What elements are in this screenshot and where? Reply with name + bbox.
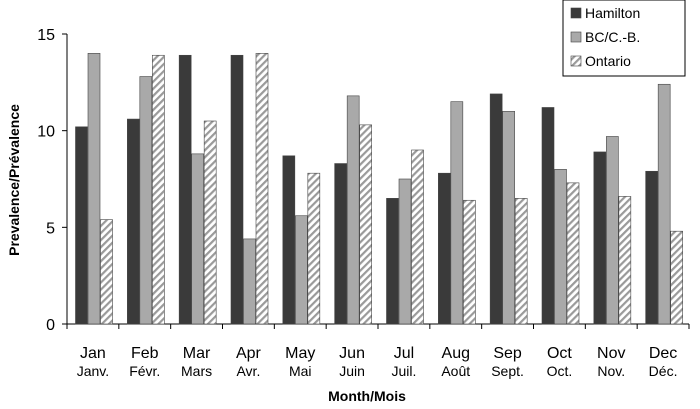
legend-swatch [570,7,582,19]
bar-hamilton-mar [178,54,192,325]
bar-bc-c-b--jan [87,53,101,325]
bar-bc-c-b--feb [139,76,153,325]
legend-box [562,0,686,77]
bar-ontario-jul [411,149,424,325]
bar-ontario-mar [203,120,217,325]
bar-ontario-jun [359,124,372,325]
bar-hamilton-nov [593,151,607,325]
bar-ontario-sep [514,198,528,325]
bar-ontario-may [307,172,321,325]
bar-ontario-apr [255,53,269,325]
x-tick-label: Dec [649,345,677,362]
bar-hamilton-apr [230,54,244,325]
bar-hamilton-aug [438,172,451,325]
x-tick-label-fr: Févr. [129,363,160,379]
bar-bc-c-b--apr [243,238,256,325]
bar-bc-c-b--oct [554,169,567,325]
bar-hamilton-oct [541,107,555,325]
legend-swatch [570,55,582,67]
x-tick-label: Jun [339,345,365,362]
y-tick-label: 5 [46,220,55,237]
bar-hamilton-jun [334,163,347,325]
legend-label: BC/C.-B. [585,29,640,45]
x-tick-label-fr: Juin [339,363,365,379]
x-tick-label-fr: Janv. [77,363,109,379]
x-tick-label: Sep [493,345,522,362]
bar-ontario-feb [152,54,165,325]
x-tick-label-fr: Sept. [491,363,524,379]
bar-bc-c-b--jun [346,95,360,325]
bar-hamilton-jan [75,126,88,325]
x-tick-label-fr: Mai [289,363,312,379]
bar-ontario-jan [100,219,113,325]
y-tick-label: 15 [37,27,55,44]
bar-bc-c-b--may [295,215,308,325]
bar-ontario-dec [670,230,683,325]
bar-hamilton-dec [645,170,658,325]
x-tick-label-fr: Nov. [597,363,625,379]
bars [75,53,683,325]
legend: Hamilton BC/C.-B. Ontario [562,0,686,77]
y-axis-title: Prevalence/Prévalence [6,104,22,256]
x-tick-label-fr: Août [441,363,470,379]
x-tick-label-fr: Juil. [391,363,416,379]
legend-label: Hamilton [585,5,640,21]
y-tick-label: 0 [46,317,55,334]
bar-ontario-nov [618,196,632,325]
axes [62,33,690,329]
x-tick-label: Oct [547,345,572,362]
x-tick-label-fr: Oct. [547,363,573,379]
x-tick-label: Jan [80,345,106,362]
x-tick-label-fr: Mars [181,363,212,379]
x-axis-title: Month/Mois [328,388,406,404]
legend-swatch [570,31,582,43]
x-tick-label: May [285,345,315,362]
bar-hamilton-sep [489,93,503,325]
bar-hamilton-feb [127,118,140,325]
bar-ontario-aug [463,199,476,325]
x-tick-label: Apr [236,345,262,362]
bar-bc-c-b--nov [606,136,619,325]
bar-ontario-oct [566,182,580,325]
bar-bc-c-b--mar [191,153,204,325]
x-tick-label-fr: Avr. [236,363,260,379]
bar-bc-c-b--aug [450,101,464,325]
x-tick-label: Mar [183,345,211,362]
bar-hamilton-may [282,155,296,325]
bar-bc-c-b--dec [657,83,671,325]
bar-bc-c-b--jul [398,178,412,325]
bar-bc-c-b--sep [502,111,515,325]
x-tick-label: Jul [394,345,414,362]
y-tick-label: 10 [37,124,55,141]
x-tick-label: Feb [131,345,159,362]
x-tick-label: Aug [442,345,470,362]
x-tick-label-fr: Déc. [649,363,678,379]
legend-label: Ontario [585,53,631,69]
bar-hamilton-jul [386,198,399,325]
x-tick-label: Nov [597,345,625,362]
